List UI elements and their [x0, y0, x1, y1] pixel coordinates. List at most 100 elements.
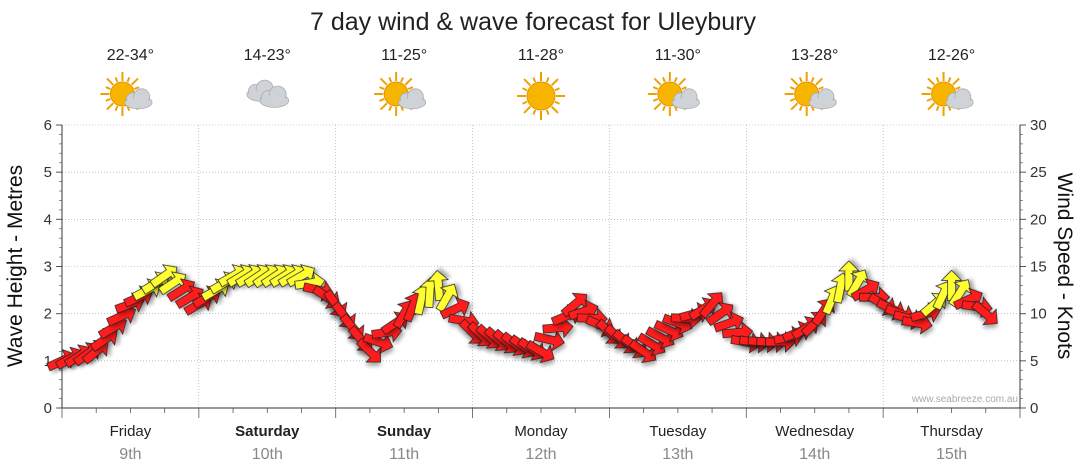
credit-text: www.seabreeze.com.au	[911, 394, 1018, 405]
y-axis-left-title: Wave Height - Metres	[4, 165, 27, 367]
sun-ray	[926, 86, 932, 90]
sun-ray	[935, 105, 940, 112]
sun-ray	[927, 102, 936, 111]
day-headers: 22-34° 14-23° 11-25° 11-28° 11-30° 13-28° 12-2…	[100, 47, 975, 120]
sun-ray	[379, 102, 388, 111]
cloud-fill	[399, 98, 425, 108]
sun-cloud-icon	[921, 72, 974, 116]
sun-ray	[523, 105, 532, 114]
wind-arrow	[362, 332, 394, 354]
sun-ray	[522, 100, 528, 105]
sun-ray	[532, 109, 537, 115]
wind-arrow-shape	[713, 311, 744, 333]
y-tick-left: 1	[44, 353, 52, 370]
sun-disc	[526, 81, 556, 111]
y-tick-right: 25	[1030, 164, 1047, 181]
wind-arrow	[439, 297, 470, 320]
temperature-range: 11-28°	[518, 47, 564, 64]
sun-ray	[789, 98, 796, 102]
wind-arrow	[645, 326, 675, 350]
temperature-range: 14-23°	[244, 47, 291, 64]
wind-arrow-shape	[362, 332, 394, 354]
sun-ray	[522, 87, 528, 92]
wind-arrow-shape	[645, 326, 675, 350]
sun-ray	[545, 77, 550, 83]
wind-arrow-shape	[698, 292, 724, 319]
wind-arrow	[698, 292, 724, 319]
sun-ray	[404, 77, 413, 86]
date-label: 13th	[662, 446, 693, 463]
sun-ray	[662, 105, 666, 112]
y-tick-left: 3	[44, 259, 52, 276]
day-label: Thursday	[920, 423, 983, 440]
sun-ray	[955, 86, 961, 90]
cloud-fill	[260, 96, 288, 107]
y-tick-left: 2	[44, 306, 52, 323]
wind-arrow	[713, 311, 744, 333]
chart-title: 7 day wind & wave forecast for Uleybury	[310, 8, 757, 36]
wind-arrow	[971, 300, 998, 326]
date-label: 15th	[936, 446, 967, 463]
wind-arrow	[952, 287, 983, 310]
sun-ray	[388, 76, 393, 83]
cloud-fill	[946, 98, 973, 108]
date-label: 10th	[252, 446, 283, 463]
sun-ray	[379, 77, 388, 86]
sun-ray	[947, 76, 952, 83]
wind-arrow-shape	[533, 329, 565, 352]
wind-arrow-shape	[525, 339, 555, 364]
date-label: 12th	[525, 446, 556, 463]
sun-ray	[550, 78, 559, 87]
wind-arrow	[653, 319, 684, 343]
sun-ray	[545, 109, 550, 115]
wind-arrow-shape	[850, 278, 880, 302]
wind-arrow-shape	[355, 337, 381, 363]
y-tick-left: 0	[44, 400, 52, 417]
temperature-range: 13-28°	[791, 47, 838, 64]
day-label: Saturday	[235, 423, 300, 440]
sun-ray	[554, 87, 560, 92]
wind-arrow	[285, 264, 315, 288]
sun-ray	[927, 77, 936, 86]
y-tick-left: 5	[44, 164, 52, 181]
sun-ray	[652, 86, 659, 90]
sun-ray	[652, 98, 659, 102]
sun-ray	[379, 86, 385, 90]
wind-arrow-shape	[653, 319, 684, 343]
sun-ray	[126, 76, 131, 83]
sun-ray	[815, 77, 823, 86]
y-tick-left: 4	[44, 211, 52, 228]
day-label: Wednesday	[775, 423, 854, 440]
wind-arrow-shape	[705, 302, 734, 327]
wind-arrow-shape	[901, 313, 933, 335]
day-label: Tuesday	[649, 423, 706, 440]
sun-ray	[790, 102, 799, 111]
y-tick-right: 10	[1030, 306, 1047, 323]
day-label: Monday	[514, 423, 568, 440]
sun-cloud-icon	[647, 72, 700, 116]
y-tick-right: 15	[1030, 259, 1047, 276]
sun-ray	[789, 86, 796, 90]
date-label: 14th	[799, 446, 830, 463]
sun-ray	[407, 86, 414, 90]
wind-arrow	[850, 278, 880, 302]
wind-arrow-shape	[636, 332, 666, 357]
wind-arrow-shape	[971, 300, 998, 326]
sun-ray	[114, 76, 119, 83]
temperature-range: 11-30°	[655, 47, 701, 64]
wind-arrow	[355, 337, 381, 363]
y-tick-left: 6	[44, 117, 52, 134]
sun-ray	[106, 77, 114, 86]
sun-ray	[798, 76, 803, 83]
sun-icon	[517, 72, 565, 120]
wind-arrow	[901, 313, 933, 335]
y-tick-right: 0	[1030, 400, 1038, 417]
sun-ray	[653, 77, 662, 86]
day-label: Friday	[110, 423, 152, 440]
sun-ray	[810, 76, 815, 83]
sun-ray	[653, 102, 662, 111]
wind-arrow-shape	[285, 264, 315, 288]
wind-arrow	[533, 329, 565, 352]
sun-ray	[130, 77, 139, 86]
cloud-fill	[809, 98, 836, 108]
